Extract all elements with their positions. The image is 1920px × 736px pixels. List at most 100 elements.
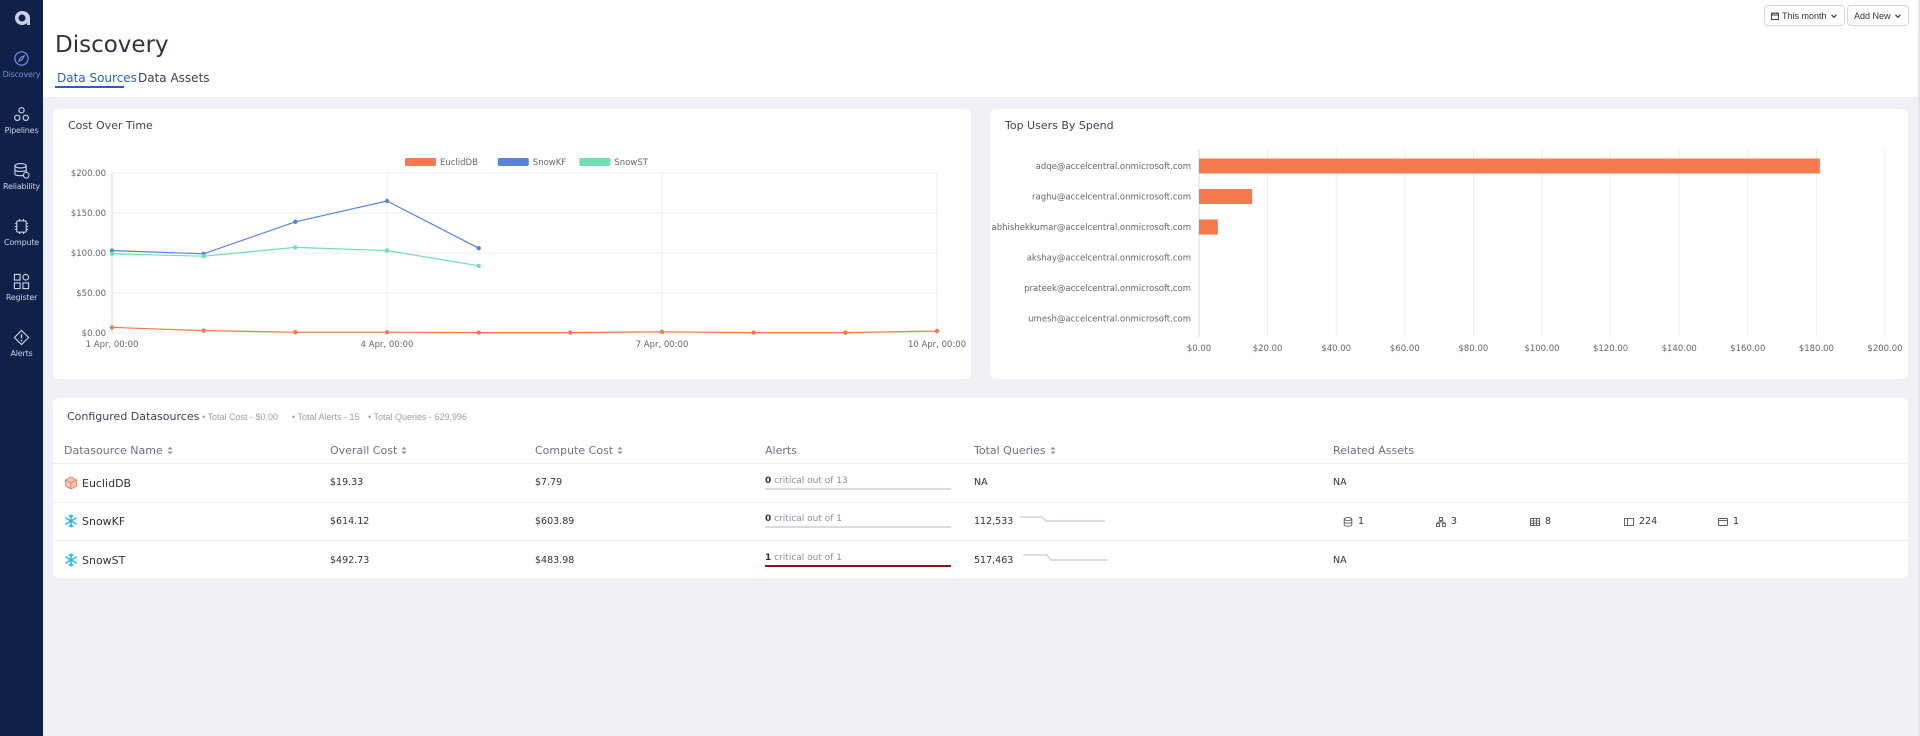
category-label: umesh@accelcentral.onmicrosoft.com — [1028, 315, 1191, 325]
nav-register-label: Register — [5, 293, 38, 302]
col-header-total-queries[interactable]: Total Queries — [974, 444, 1056, 457]
asset-databases[interactable]: 1 — [1343, 516, 1364, 527]
data-point — [293, 330, 298, 335]
y-tick-label: $200.00 — [71, 169, 106, 179]
asset-schemas[interactable]: 3 — [1436, 516, 1457, 527]
legend-swatch — [579, 158, 611, 166]
data-point — [293, 219, 298, 224]
col-header-datasource-name[interactable]: Datasource Name — [64, 444, 173, 457]
snowflake-icon — [65, 553, 77, 567]
datasources-card: Configured Datasources — [53, 398, 1908, 578]
overall-cost-cell: $614.12 — [330, 516, 370, 527]
date-filter-label: This month — [1782, 10, 1827, 21]
cost-over-time-chart: $0.00 $50.00 $100.00 $150.00 $200.00 1 Apr, 0… — [71, 158, 966, 350]
logo-icon — [14, 11, 30, 26]
data-point — [201, 254, 206, 259]
row-divider — [52, 502, 1908, 503]
x-tick-label: $20.00 — [1253, 344, 1283, 354]
related-assets-cell: NA — [1333, 477, 1347, 488]
asset-count: 8 — [1545, 516, 1552, 527]
total-queries-cell: 517,463 — [974, 555, 1014, 566]
top-users-card: Top Users By Spend $0.00 $20.00 $40.00 $60.… — [990, 109, 1908, 379]
x-tick-label: 7 Apr, 00:00 — [636, 340, 689, 350]
critical-count: 0 — [765, 476, 772, 486]
nav-reliability-label: Reliability — [3, 182, 40, 191]
data-point — [476, 246, 481, 251]
x-tick-label: $80.00 — [1459, 344, 1489, 354]
register-icon — [13, 273, 30, 290]
data-point — [476, 330, 481, 335]
datasources-title: Configured Datasources — [67, 410, 200, 423]
data-point — [476, 263, 481, 268]
data-point — [384, 248, 390, 253]
date-filter-button[interactable]: This month — [1764, 5, 1845, 26]
asset-views[interactable]: 1 — [1718, 516, 1739, 527]
col-header-overall-cost[interactable]: Overall Cost — [330, 444, 407, 457]
nav-pipelines[interactable]: Pipelines — [0, 102, 43, 148]
nav-compute-label: Compute — [3, 238, 40, 247]
asset-count: 3 — [1451, 516, 1458, 527]
stat-total-queries: • Total Queries - 629,996 — [368, 412, 468, 422]
col-header-label: Datasource Name — [64, 444, 163, 457]
alerts-cell[interactable]: 0 critical out of 1 — [765, 514, 951, 528]
category-label: prateek@accelcentral.onmicrosoft.com — [1024, 284, 1191, 294]
data-point — [293, 245, 298, 250]
add-new-button[interactable]: Add New — [1847, 5, 1909, 26]
add-new-label: Add New — [1854, 10, 1891, 21]
x-tick-label: $60.00 — [1390, 344, 1420, 354]
queries-sparkline — [1020, 516, 1105, 522]
pipelines-icon — [14, 107, 29, 122]
series-line — [111, 246, 479, 267]
columns-icon — [1624, 517, 1634, 526]
data-point — [109, 248, 115, 253]
datasource-euclid-link[interactable]: EuclidDB — [64, 476, 131, 490]
nav-discovery-label: Discovery — [2, 70, 41, 79]
tab-data-assets[interactable]: Data Assets — [138, 71, 210, 85]
snowflake-icon — [65, 514, 77, 528]
nav-compute[interactable]: Compute — [0, 214, 43, 260]
page-scrollbar[interactable] — [1918, 0, 1920, 736]
col-header-label: Overall Cost — [330, 444, 398, 457]
related-assets-cell: NA — [1333, 555, 1347, 566]
asset-count: 224 — [1639, 516, 1658, 527]
x-tick-label: $100.00 — [1524, 344, 1559, 354]
chevron-down-icon — [1894, 13, 1901, 18]
compute-cost-cell: $603.89 — [535, 516, 575, 527]
alert-text: critical out of 1 — [774, 553, 843, 563]
table-icon — [1530, 517, 1540, 526]
data-point — [568, 330, 573, 335]
data-point — [934, 328, 940, 334]
nav-discovery[interactable]: Discovery — [0, 46, 43, 92]
asset-tables[interactable]: 8 — [1530, 516, 1551, 527]
x-tick-label: $180.00 — [1799, 344, 1834, 354]
stat-total-cost: • Total Cost - $0.00 — [202, 412, 279, 422]
chevron-down-icon — [1830, 13, 1837, 18]
window-icon — [1718, 517, 1728, 526]
alerts-cell[interactable]: 1 critical out of 1 — [765, 553, 951, 567]
nav-register[interactable]: Register — [0, 269, 43, 315]
category-label: raghu@accelcentral.onmicrosoft.com — [1032, 193, 1191, 203]
legend-label: SnowKF — [533, 158, 567, 168]
col-header-label: Alerts — [765, 444, 797, 457]
nav-reliability[interactable]: Reliability — [0, 158, 43, 204]
nav-alerts[interactable]: Alerts — [0, 325, 43, 371]
active-tab-indicator — [55, 86, 124, 88]
alerts-cell[interactable]: 0 critical out of 13 — [765, 476, 951, 490]
asset-columns[interactable]: 224 — [1624, 516, 1657, 527]
hierarchy-icon — [1436, 516, 1446, 527]
bar — [1199, 189, 1253, 204]
tab-data-sources[interactable]: Data Sources — [57, 71, 137, 85]
alert-bar-critical — [765, 565, 951, 567]
asset-count: 1 — [1733, 516, 1740, 527]
data-point — [843, 330, 848, 335]
legend-swatch — [405, 158, 436, 166]
col-header-compute-cost[interactable]: Compute Cost — [535, 444, 623, 457]
alert-text: critical out of 13 — [774, 476, 848, 486]
alert-icon — [13, 329, 30, 346]
datasource-snowst-link[interactable]: SnowST — [64, 553, 125, 567]
datasource-snowkf-link[interactable]: SnowKF — [64, 514, 125, 528]
top-users-title: Top Users By Spend — [1005, 119, 1114, 132]
compute-cost-cell: $7.79 — [535, 477, 563, 488]
app-logo[interactable] — [0, 4, 43, 32]
nav-alerts-label: Alerts — [10, 349, 33, 358]
